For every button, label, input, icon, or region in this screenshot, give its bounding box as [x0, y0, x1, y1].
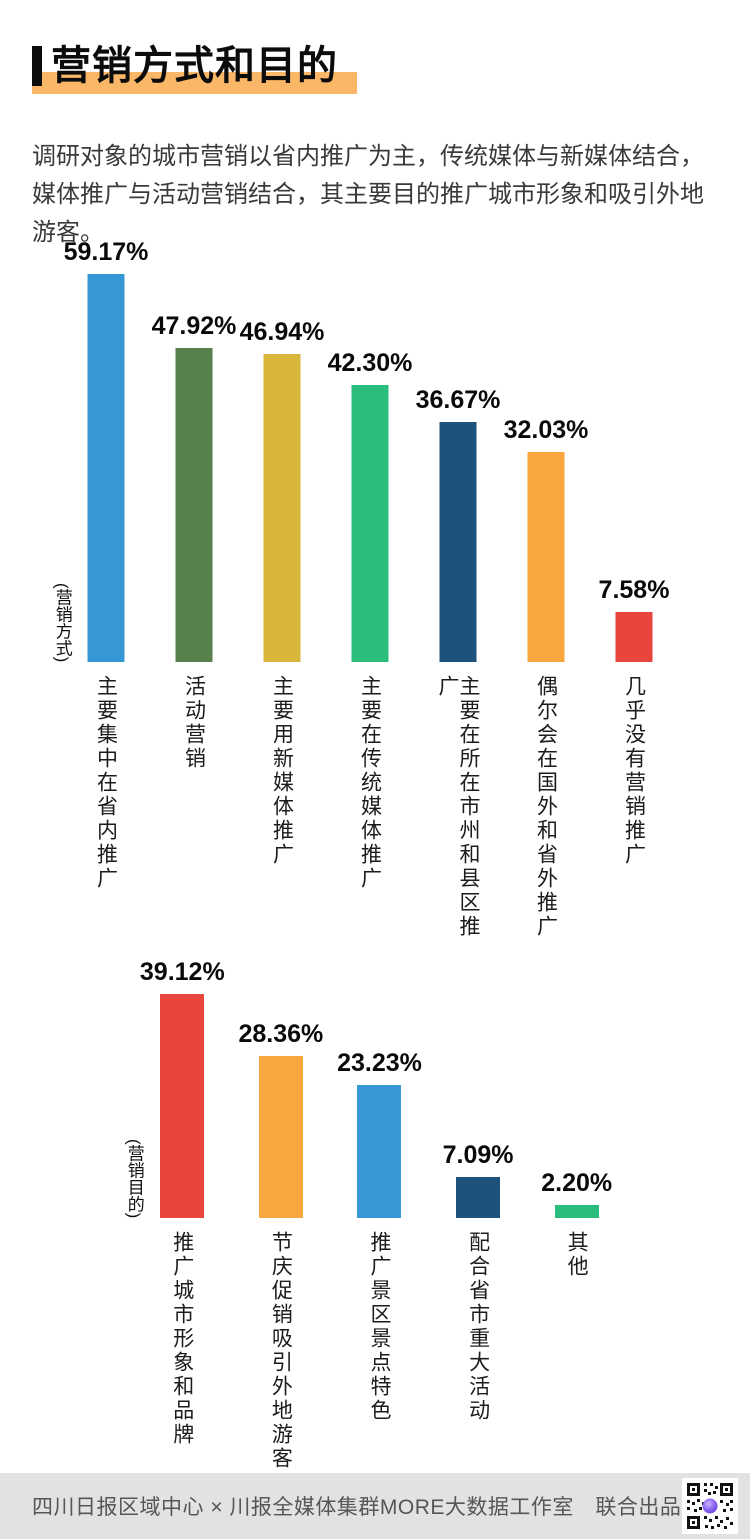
bar: [351, 385, 389, 662]
bar-value-label: 32.03%: [503, 416, 589, 444]
bar-column: 42.30%: [326, 242, 414, 662]
bar-column: 23.23%: [330, 962, 429, 1218]
bar-value-label: 46.94%: [239, 318, 325, 346]
category-label: 主要用新媒体推广: [270, 675, 294, 867]
bar-column: 32.03%: [502, 242, 590, 662]
intro-paragraph: 调研对象的城市营销以省内推广为主，传统媒体与新媒体结合，媒体推广与活动营销结合，…: [32, 143, 704, 246]
chart-plot-area: (营销方式) 59.17% 47.92% 46.94% 42.30% 36.67% 32.…: [0, 238, 750, 662]
bar-column: 2.20%: [527, 962, 626, 1218]
bar-column: 36.67%: [414, 242, 502, 662]
category-label: 主要集中在省内推广: [94, 675, 118, 891]
category-label: 活动营销: [182, 675, 206, 771]
category-label: 配合省市重大活动: [466, 1231, 490, 1423]
bar: [160, 994, 205, 1218]
marketing-methods-chart: (营销方式) 59.17% 47.92% 46.94% 42.30% 36.67% 32.…: [0, 238, 750, 943]
category-label: 几乎没有营销推广: [622, 675, 646, 867]
bar-value-label: 42.30%: [327, 349, 413, 377]
category-label: 其他: [565, 1231, 589, 1279]
y-axis-label: (营销目的): [124, 1138, 144, 1218]
bar: [263, 354, 301, 662]
bar: [554, 1205, 599, 1218]
bar-column: 28.36%: [232, 962, 331, 1218]
bar-value-label: 36.67%: [415, 386, 501, 414]
bar: [87, 274, 125, 662]
bar-value-label: 7.09%: [442, 1141, 514, 1169]
bar-column: 46.94%: [238, 242, 326, 662]
page-title: 营销方式和目的: [51, 44, 338, 88]
bar: [439, 422, 477, 662]
category-label: 推广景区景点特色: [367, 1231, 391, 1423]
bar-column: 47.92%: [150, 242, 238, 662]
bar-column: 39.12%: [133, 958, 232, 1218]
category-label: 推广城市形象和品牌: [170, 1231, 194, 1447]
bar: [456, 1177, 501, 1218]
bar: [615, 612, 653, 662]
footer: 四川日报区域中心 × 川报全媒体集群MORE大数据工作室 联合出品: [0, 1473, 750, 1539]
credit-text: 四川日报区域中心 × 川报全媒体集群MORE大数据工作室 联合出品: [32, 1496, 682, 1519]
bar-value-label: 47.92%: [151, 312, 237, 340]
bar: [258, 1056, 303, 1218]
bar: [527, 452, 565, 662]
page-title-block: 营销方式和目的: [32, 44, 357, 96]
title-highlight-bar: [32, 72, 357, 94]
bar-value-label: 7.58%: [598, 576, 670, 604]
category-label: 节庆促销吸引外地游客: [269, 1231, 293, 1471]
bar-column: 7.58%: [590, 242, 678, 662]
bar-column: 59.17%: [62, 238, 150, 662]
bar-value-label: 59.17%: [63, 238, 149, 266]
marketing-purposes-chart: (营销目的) 39.12% 28.36% 23.23% 7.09% 2.20% 推广城市…: [0, 958, 750, 1481]
bar-value-label: 23.23%: [337, 1049, 422, 1077]
y-axis-label: (营销方式): [52, 582, 72, 662]
title-marker: [32, 46, 42, 86]
chart-plot-area: (营销目的) 39.12% 28.36% 23.23% 7.09% 2.20%: [0, 958, 750, 1218]
bar: [175, 348, 213, 662]
bar-value-label: 2.20%: [541, 1169, 613, 1197]
qr-code-icon: [682, 1478, 738, 1534]
category-label: 主要在传统媒体推广: [358, 675, 382, 891]
category-label: 偶尔会在国外和省外推广: [534, 675, 558, 939]
bar-value-label: 28.36%: [238, 1020, 324, 1048]
bar-column: 7.09%: [429, 962, 528, 1218]
bar-value-label: 39.12%: [139, 958, 225, 986]
bar: [357, 1085, 402, 1218]
category-label: 主要在所在市州和县区推广: [436, 675, 480, 939]
